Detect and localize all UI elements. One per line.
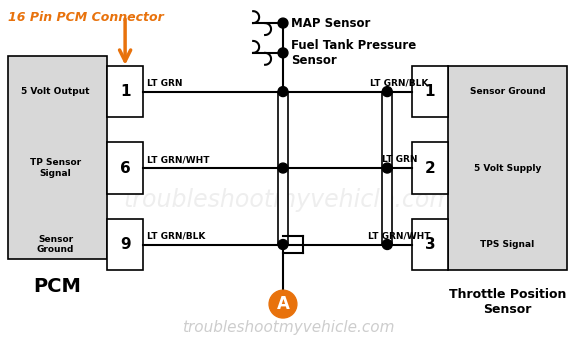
Text: Fuel Tank Pressure
Sensor: Fuel Tank Pressure Sensor (291, 39, 416, 67)
Circle shape (278, 239, 288, 250)
Text: Sensor
Ground: Sensor Ground (37, 235, 74, 254)
Text: 6: 6 (119, 161, 130, 176)
Text: Throttle Position
Sensor: Throttle Position Sensor (449, 288, 566, 316)
Bar (107, 142, 143, 194)
Circle shape (382, 239, 392, 250)
Circle shape (269, 290, 297, 318)
Text: troubleshootmyvehicle.com: troubleshootmyvehicle.com (182, 320, 394, 335)
Bar (382, 92, 392, 245)
Circle shape (382, 163, 392, 173)
Text: A: A (277, 295, 289, 313)
Bar (412, 219, 448, 270)
Text: LT GRN: LT GRN (382, 155, 418, 164)
Bar (448, 66, 567, 270)
Text: 3: 3 (425, 237, 435, 252)
Text: LT GRN: LT GRN (147, 79, 183, 88)
Text: LT GRN/BLK: LT GRN/BLK (371, 79, 429, 88)
Text: MAP Sensor: MAP Sensor (291, 16, 370, 30)
Text: 1: 1 (120, 84, 130, 99)
Text: TPS Signal: TPS Signal (480, 240, 535, 249)
Circle shape (278, 18, 288, 28)
Text: Sensor Ground: Sensor Ground (470, 87, 545, 96)
Text: 5 Volt Supply: 5 Volt Supply (474, 163, 541, 173)
Text: LT GRN/BLK: LT GRN/BLK (147, 232, 205, 240)
Circle shape (278, 163, 288, 173)
Circle shape (278, 48, 288, 58)
Text: LT GRN/WHT: LT GRN/WHT (368, 232, 431, 240)
Text: 9: 9 (120, 237, 130, 252)
Circle shape (382, 87, 392, 97)
Text: LT GRN/WHT: LT GRN/WHT (147, 155, 209, 164)
Bar (412, 66, 448, 117)
Text: 1: 1 (425, 84, 435, 99)
Text: 5 Volt Output: 5 Volt Output (21, 87, 90, 96)
Text: 2: 2 (425, 161, 436, 176)
Text: TP Sensor
Signal: TP Sensor Signal (30, 158, 81, 178)
Bar (107, 219, 143, 270)
Bar (107, 66, 143, 117)
Text: PCM: PCM (34, 277, 82, 296)
Circle shape (278, 87, 288, 97)
Text: troubleshootmyvehicle.com: troubleshootmyvehicle.com (124, 188, 452, 212)
Bar (278, 92, 288, 245)
Bar (412, 142, 448, 194)
Bar (8, 56, 107, 259)
Text: 16 Pin PCM Connector: 16 Pin PCM Connector (8, 11, 164, 24)
